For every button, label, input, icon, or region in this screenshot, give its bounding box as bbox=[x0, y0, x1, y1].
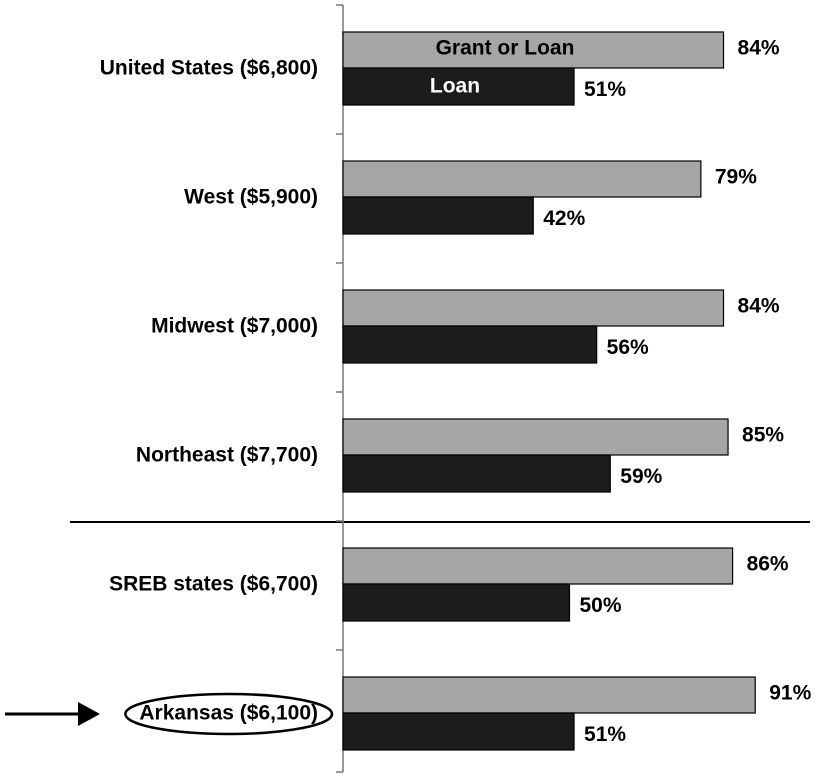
bar bbox=[342, 289, 725, 327]
value-label: 56% bbox=[607, 336, 649, 359]
value-label: 91% bbox=[769, 682, 811, 705]
bar bbox=[342, 454, 611, 493]
value-label: 42% bbox=[543, 207, 585, 230]
value-label: 86% bbox=[747, 553, 789, 576]
bar bbox=[342, 712, 575, 751]
value-label: 51% bbox=[584, 78, 626, 101]
bar bbox=[342, 547, 734, 585]
legend-label: Loan bbox=[430, 75, 480, 98]
value-label: 79% bbox=[715, 166, 757, 189]
bar bbox=[342, 31, 725, 69]
category-label: Northeast ($7,700) bbox=[136, 444, 318, 467]
value-label: 59% bbox=[620, 465, 662, 488]
bar bbox=[342, 67, 575, 106]
category-label: Arkansas ($6,100) bbox=[139, 702, 318, 725]
value-label: 51% bbox=[584, 723, 626, 746]
arrow-head bbox=[78, 702, 100, 726]
value-label: 84% bbox=[738, 295, 780, 318]
category-label: Midwest ($7,000) bbox=[151, 315, 318, 338]
value-label: 50% bbox=[580, 594, 622, 617]
bar bbox=[342, 196, 534, 235]
value-label: 84% bbox=[738, 37, 780, 60]
value-label: 85% bbox=[742, 424, 784, 447]
highlight-ellipse bbox=[124, 692, 334, 736]
legend-label: Grant or Loan bbox=[436, 37, 575, 60]
category-label: United States ($6,800) bbox=[100, 57, 318, 80]
category-label: West ($5,900) bbox=[184, 186, 318, 209]
bar bbox=[342, 160, 702, 198]
category-label: SREB states ($6,700) bbox=[109, 573, 318, 596]
bar bbox=[342, 583, 571, 622]
bar bbox=[342, 325, 598, 364]
bar bbox=[342, 418, 729, 456]
bar bbox=[342, 676, 756, 714]
